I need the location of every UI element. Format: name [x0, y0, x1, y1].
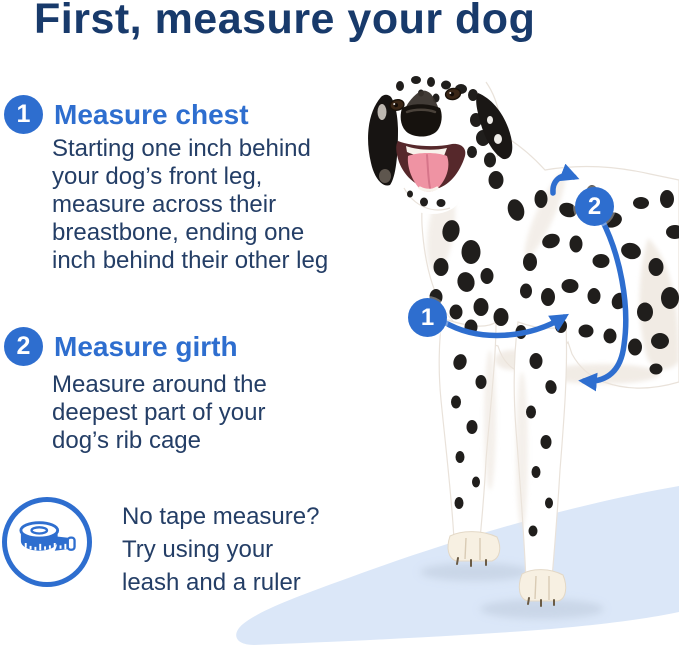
dog-annotation-badge-1: 1: [408, 298, 447, 337]
dog-body: [421, 121, 679, 607]
dog-annotation-1-label: 1: [420, 303, 435, 331]
step-1-badge: 1: [4, 95, 43, 134]
step-1-body: Starting one inch behind your dog’s fron…: [52, 135, 329, 274]
girth-measure-arrow: [578, 217, 629, 392]
step-girth: 2 Measure girth: [4, 327, 238, 366]
dog-annotation-badge-2: 2: [575, 187, 614, 226]
step-2-number: 2: [16, 332, 31, 360]
dalmatian-spots: [429, 185, 679, 537]
paw-shadow: [420, 563, 604, 619]
dog-eye-right: [444, 87, 462, 101]
no-tape-tip: No tape measure? Try using your leash an…: [2, 497, 319, 599]
girth-direction-arrow: [550, 163, 580, 196]
tape-measure-glyph: [19, 521, 76, 551]
step-2-badge: 2: [4, 327, 43, 366]
dog-annotation-2-label: 2: [587, 192, 602, 220]
step-2-body: Measure around the deepest part of your …: [52, 371, 267, 454]
dog-head: [368, 71, 513, 214]
step-2-heading: Measure girth: [54, 330, 238, 362]
step-chest: 1 Measure chest: [4, 95, 249, 134]
tip-text: No tape measure? Try using your leash an…: [122, 503, 320, 596]
dog-eye-left: [389, 99, 405, 111]
step-1-number: 1: [16, 100, 31, 128]
chest-measure-arrow: [441, 313, 569, 339]
page-title: First, measure your dog: [34, 0, 536, 43]
step-1-heading: Measure chest: [54, 98, 249, 130]
dalmatian-photo: [368, 71, 679, 619]
tape-measure-icon: [2, 497, 92, 587]
